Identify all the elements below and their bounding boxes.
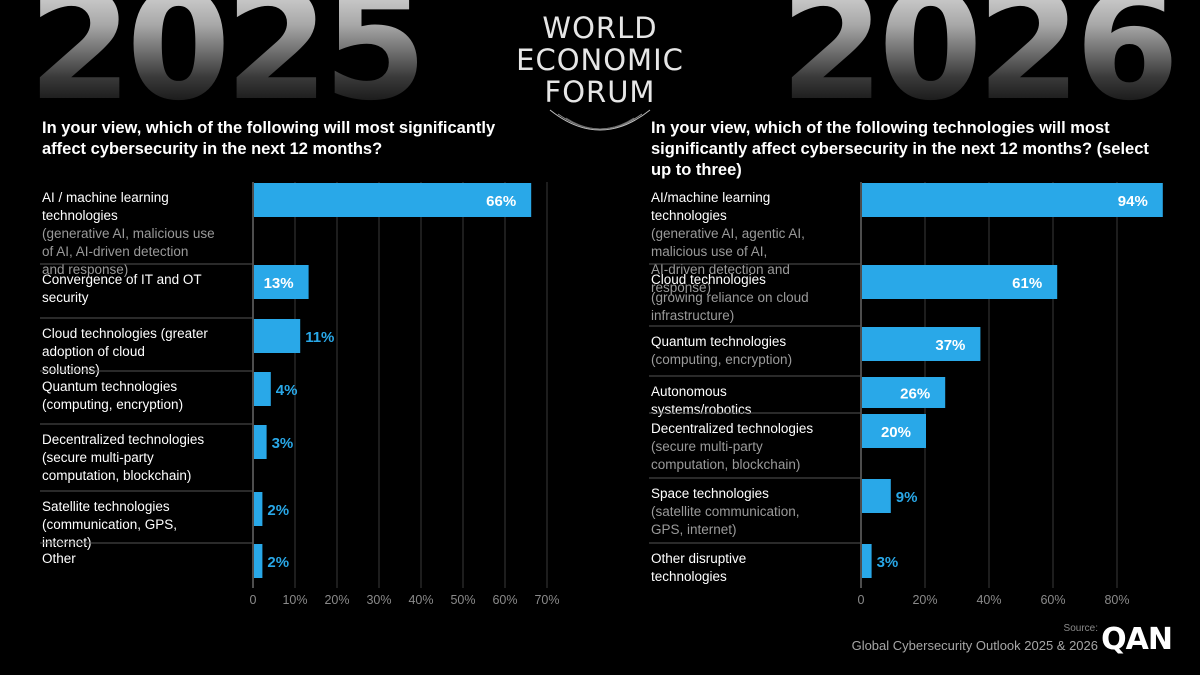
c2025-category-label: Satellite technologies	[42, 499, 170, 514]
source-text: Global Cybersecurity Outlook 2025 & 2026	[851, 638, 1098, 653]
c2026-value-label: 37%	[935, 337, 965, 354]
c2025-category-label: Decentralized technologies	[42, 432, 204, 447]
c2025-category-label: solutions)	[42, 362, 100, 377]
c2026-value-label: 3%	[877, 554, 899, 571]
c2026-bar	[862, 265, 1058, 299]
c2026-tick-label: 40%	[976, 593, 1001, 607]
c2026-category-label: Quantum technologies	[651, 334, 786, 349]
c2026-bar	[862, 327, 981, 361]
c2026-value-label: 20%	[881, 424, 911, 441]
c2026-category-label: technologies	[651, 569, 727, 584]
c2025-category-label: of AI, AI-driven detection	[42, 244, 188, 259]
c2026-bar	[862, 479, 891, 513]
c2025-tick-label: 20%	[324, 593, 349, 607]
c2025-category-label: (communication, GPS,	[42, 517, 177, 532]
wef-arc-icon	[549, 109, 651, 131]
c2025-value-label: 3%	[272, 435, 294, 452]
c2026-category-label: AI-driven detection and	[651, 262, 790, 277]
c2025-value-label: 13%	[264, 275, 294, 292]
c2025-value-label: 4%	[276, 382, 298, 399]
c2025-bar	[254, 425, 267, 459]
c2026-category-label: Other disruptive	[651, 551, 746, 566]
c2026-category-label: response)	[651, 280, 711, 295]
qan-logo: QAN	[1101, 622, 1173, 657]
c2026-category-label: Space technologies	[651, 486, 769, 501]
c2025-category-label: Quantum technologies	[42, 379, 177, 394]
c2025-category-label: (secure multi-party	[42, 450, 154, 465]
c2025-category-label: technologies	[42, 208, 118, 223]
c2025-category-label: security	[42, 290, 89, 305]
c2026-category-label: malicious use of AI,	[651, 244, 767, 259]
c2026-tick-label: 80%	[1104, 593, 1129, 607]
c2026-value-label: 26%	[900, 386, 930, 403]
c2026-category-label: (satellite communication,	[651, 504, 800, 519]
c2025-tick-label: 30%	[366, 593, 391, 607]
c2025-bar	[254, 492, 263, 526]
c2026-category-label: Decentralized technologies	[651, 421, 813, 436]
chart-2025-title: In your view, which of the following wil…	[42, 119, 496, 158]
c2025-tick-label: 40%	[408, 593, 433, 607]
c2026-category-label: AI/machine learning	[651, 190, 770, 205]
c2025-bar	[254, 319, 301, 353]
c2026-bar	[862, 377, 946, 408]
c2026-category-label: (computing, encryption)	[651, 352, 792, 367]
c2025-bar	[254, 183, 532, 217]
c2026-bar	[862, 414, 926, 448]
c2026-value-label: 94%	[1118, 193, 1148, 210]
c2025-category-label: Cloud technologies (greater	[42, 326, 208, 341]
c2025-tick-label: 10%	[282, 593, 307, 607]
c2026-category-label: (secure multi-party	[651, 439, 763, 454]
c2025-category-label: (generative AI, malicious use	[42, 226, 215, 241]
wef-logo-line-1: WORLD	[542, 11, 658, 45]
c2025-tick-label: 0	[250, 593, 257, 607]
c2025-tick-label: 70%	[534, 593, 559, 607]
c2025-category-label: Convergence of IT and OT	[42, 272, 202, 287]
c2025-value-label: 2%	[267, 502, 289, 519]
c2026-category-label: computation, blockchain)	[651, 457, 800, 472]
c2026-value-label: 61%	[1012, 275, 1042, 292]
c2026-value-label: 9%	[896, 489, 918, 506]
c2025-category-label: AI / machine learning	[42, 190, 169, 205]
c2025-category-label: computation, blockchain)	[42, 468, 191, 483]
c2025-category-label: adoption of cloud	[42, 344, 145, 359]
c2026-category-label: systems/robotics	[651, 402, 752, 417]
c2026-category-label: Autonomous	[651, 384, 727, 399]
c2026-category-label: technologies	[651, 208, 727, 223]
c2025-value-label: 66%	[486, 193, 516, 210]
c2026-bar	[862, 183, 1163, 217]
c2026-category-label: (growing reliance on cloud	[651, 290, 809, 305]
year-2026-heading: 2026	[780, 0, 1179, 122]
c2026-tick-label: 0	[858, 593, 865, 607]
c2026-bar	[862, 544, 872, 578]
chart-2026-title: In your view, which of the following tec…	[651, 119, 1149, 179]
wef-logo: WORLD ECONOMIC FORUM	[495, 12, 705, 108]
c2026-category-label: GPS, internet)	[651, 522, 737, 537]
c2025-value-label: 2%	[267, 554, 289, 571]
c2026-category-label: Cloud technologies	[651, 272, 766, 287]
wef-logo-line-3: FORUM	[544, 75, 656, 109]
c2026-tick-label: 60%	[1040, 593, 1065, 607]
c2025-category-label: and response)	[42, 262, 128, 277]
c2025-value-label: 11%	[305, 329, 334, 346]
c2025-tick-label: 60%	[492, 593, 517, 607]
c2025-category-label: (computing, encryption)	[42, 397, 183, 412]
c2026-category-label: infrastructure)	[651, 308, 734, 323]
c2025-bar	[254, 265, 309, 299]
c2026-tick-label: 20%	[912, 593, 937, 607]
c2025-category-label: Other	[42, 551, 76, 566]
wef-logo-line-2: ECONOMIC	[516, 43, 684, 77]
c2026-category-label: (generative AI, agentic AI,	[651, 226, 805, 241]
c2025-tick-label: 50%	[450, 593, 475, 607]
source-label: Source:	[1063, 623, 1098, 634]
c2025-bar	[254, 544, 263, 578]
year-2025-heading: 2025	[28, 0, 427, 122]
c2025-bar	[254, 372, 271, 406]
